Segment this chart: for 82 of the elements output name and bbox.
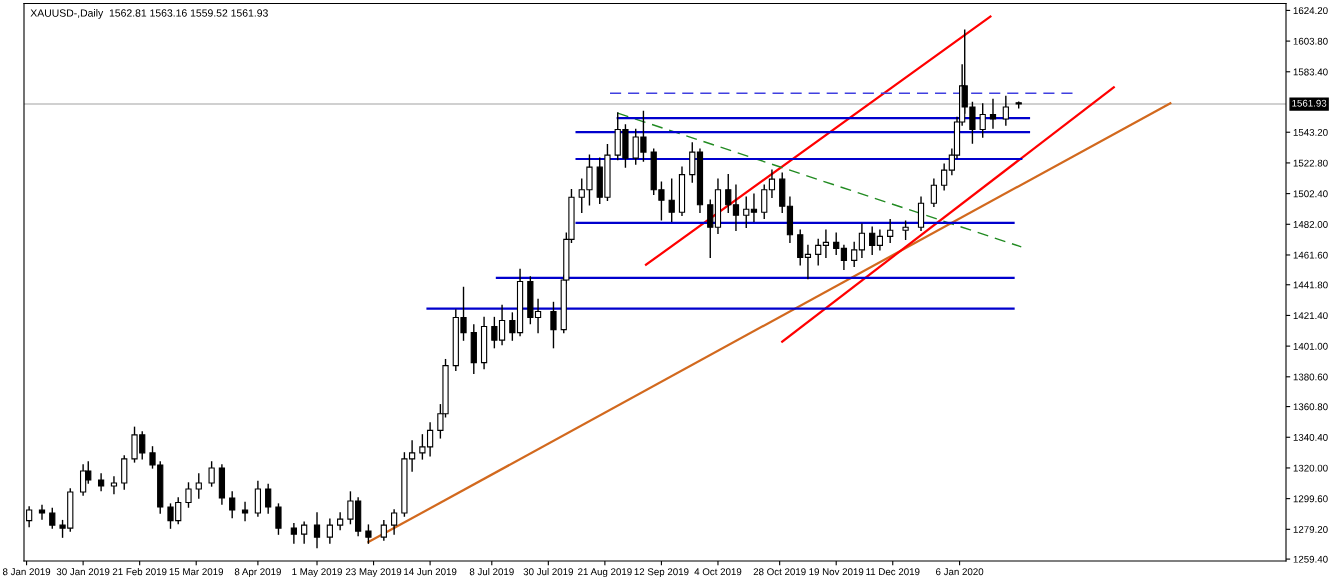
y-tick-label: 1482.00 [1293, 221, 1328, 228]
candlestick [79, 464, 87, 496]
candlestick [38, 504, 46, 520]
candlestick [229, 491, 236, 519]
x-tick-label: 14 Jun 2019 [404, 568, 457, 576]
candlestick [732, 184, 740, 231]
y-tick-label: 1624.20 [1293, 7, 1328, 15]
y-tick-label: 1583.40 [1293, 68, 1328, 76]
candlestick [313, 512, 321, 549]
candlestick [797, 229, 804, 266]
y-tick-label: 1279.20 [1293, 526, 1328, 533]
candlestick [195, 473, 202, 499]
candlestick [833, 232, 840, 256]
candlestick [815, 238, 822, 266]
x-tick-label: 6 Jan 2020 [936, 568, 984, 576]
candlestick [858, 223, 866, 259]
candlestick [743, 196, 750, 228]
candlestick [887, 219, 894, 244]
candlestick [689, 142, 696, 183]
candlestick [768, 169, 776, 198]
ref-line-label: 1561.93 [1292, 99, 1327, 107]
x-tick-label: 28 Oct 2019 [753, 568, 806, 576]
x-tick-label: 12 Sep 2019 [634, 568, 689, 578]
candlestick [725, 173, 732, 213]
y-tick-label: 1401.00 [1293, 342, 1328, 350]
candlestick [822, 229, 830, 259]
candlestick [750, 193, 758, 222]
y-tick-label: 1421.40 [1293, 312, 1328, 320]
candlestick [707, 199, 714, 259]
candlestick [902, 220, 909, 241]
x-tick-label: 23 May 2019 [345, 568, 402, 578]
candlestick [876, 229, 884, 251]
candlestick [941, 163, 948, 191]
y-tick-label: 1259.40 [1293, 555, 1328, 563]
candlestick [550, 301, 557, 349]
x-tick-label: 30 Jul 2019 [523, 567, 574, 576]
candlestick [930, 178, 937, 207]
candlestick [326, 518, 333, 544]
x-tick-label: 15 Mar 2019 [169, 568, 224, 576]
candlestick [989, 98, 997, 129]
x-tick-label: 21 Feb 2019 [112, 567, 167, 576]
candlestick [241, 501, 249, 522]
y-tick-label: 1461.60 [1293, 251, 1328, 259]
candlestick [869, 226, 876, 256]
y-tick-label: 1441.80 [1293, 281, 1328, 289]
y-tick-label: 1543.20 [1293, 128, 1328, 136]
candlestick [265, 483, 272, 514]
x-tick-label: 8 Jul 2019 [469, 567, 514, 576]
y-tick-label: 1502.40 [1293, 190, 1328, 198]
candlestick [110, 476, 118, 495]
y-tick-label: 1320.00 [1293, 464, 1328, 472]
text: XAUUSD-,Daily 1562.81 1563.16 1559.52 1561.93 [30, 9, 268, 19]
x-tick-label: 11 Dec 2019 [866, 568, 920, 576]
x-tick-label: 19 Nov 2019 [809, 568, 864, 576]
candlestick [275, 503, 282, 535]
candlestick [301, 521, 308, 544]
y-tick-label: 1380.60 [1293, 373, 1328, 381]
x-tick-label: 21 Aug 2019 [578, 568, 632, 578]
candlestick [390, 509, 398, 535]
y-tick-label: 1603.80 [1293, 37, 1328, 45]
candlestick [290, 522, 298, 544]
candlestick [49, 507, 56, 529]
x-tick-label: 4 Oct 2019 [694, 568, 742, 576]
candlestick [365, 524, 372, 544]
x-tick-label: 8 Apr 2019 [234, 568, 281, 578]
candlestick [185, 482, 192, 508]
y-tick-label: 1299.60 [1293, 495, 1328, 503]
x-tick-label: 30 Jan 2019 [56, 568, 110, 576]
y-tick-label: 1522.80 [1293, 159, 1328, 167]
candlestick [1002, 95, 1009, 126]
candlestick [380, 519, 387, 541]
y-tick-label: 1340.40 [1293, 434, 1328, 441]
candlestick [208, 461, 215, 487]
x-tick-label: 1 May 2019 [292, 568, 342, 578]
candlestick [840, 244, 848, 271]
candlestick [668, 178, 675, 222]
candlestick [804, 244, 812, 280]
y-tick-label: 1360.80 [1293, 403, 1328, 411]
candlestick [979, 103, 986, 138]
candlestick [761, 184, 768, 219]
x-tick-label: 8 Jan 2019 [2, 568, 51, 576]
candlestick [851, 241, 858, 268]
